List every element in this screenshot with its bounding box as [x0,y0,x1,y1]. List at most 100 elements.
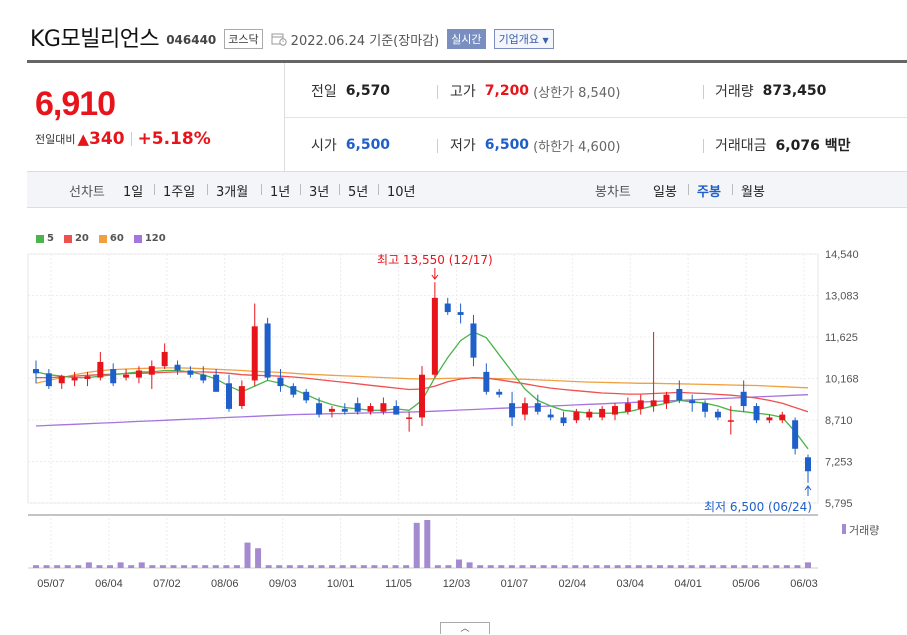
y-tick-label: 10,168 [825,374,859,386]
prev-close-value: 6,570 [345,83,391,99]
volume-bar [646,565,653,568]
volume-bar [265,565,272,568]
x-tick-label: 10/01 [327,578,355,590]
legend-swatch [36,234,44,243]
volume-bar [551,565,558,568]
candle-body [663,394,670,404]
candle-body [547,414,554,418]
change-percent: +5.18% [137,129,211,149]
candle-body [393,406,400,415]
divider [339,184,340,195]
max-price-annotation: 최고 13,550 (12/17) [377,253,493,267]
volume-bar [805,562,811,568]
collapse-toggle[interactable]: ︿ [440,622,490,634]
candle-body [238,386,245,407]
divider [207,184,208,195]
volume-bar [181,565,188,568]
candle-body [727,420,734,422]
candle-body [624,403,631,412]
x-tick-label: 06/04 [95,578,123,590]
legend-label: 120 [144,233,166,244]
period-1y[interactable]: 1년 [270,185,291,200]
x-tick-label: 03/04 [616,578,644,590]
y-tick-label: 5,795 [825,498,853,510]
divider [130,132,132,146]
candle-body [277,377,284,387]
candle-body [406,417,413,419]
candle-body [316,403,323,415]
volume-bar [466,562,473,568]
candle-body [341,408,348,412]
reference-date: 2022.06.24 기준(장마감) [290,33,440,49]
open-label: 시가 [311,138,337,154]
volume-bar [350,565,357,568]
volume-bar [762,565,769,568]
period-3y[interactable]: 3년 [309,185,330,200]
up-arrow-icon: ▲ [77,130,90,148]
volume-bar [223,565,230,568]
current-price-panel: 6,910 전일대비 ▲ 340 +5.18% [27,63,285,171]
volume-bar [604,565,611,568]
x-tick-label: 05/07 [37,578,65,590]
candle-body [714,411,721,418]
period-10y[interactable]: 10년 [387,185,416,200]
volume-bar [138,562,145,568]
volume-bar [307,565,314,568]
volume-bar [456,559,463,568]
volume-bar [202,565,209,568]
volume-bar [392,565,399,568]
market-badge: 코스닥 [224,28,263,49]
volume-bar [773,565,780,568]
line-chart-label: 선차트 [69,185,105,200]
volume-bar [699,565,706,568]
candle-weekly[interactable]: 주봉 [697,185,721,200]
calendar-icon [271,33,287,46]
candle-body [45,373,52,387]
candle-monthly[interactable]: 월봉 [741,185,765,200]
open-price: 시가 6,500 [311,135,390,155]
volume-label: 거래량 [849,524,879,537]
divider [154,184,155,195]
candle-body [650,400,657,407]
volume-bar [667,565,674,568]
volume-bar [561,565,568,568]
price-chart[interactable]: 14,540 13,083 11,625 10,168 8,710 7,253 5,795 0… [0,225,907,620]
candle-body [766,417,773,421]
volume-bar [75,565,82,568]
volume-bar [530,565,537,568]
x-tick-label: 02/04 [559,578,587,590]
period-3m[interactable]: 3개월 [216,185,249,200]
candle-body [612,406,618,415]
volume-bar [159,565,166,568]
period-5y[interactable]: 5년 [348,185,369,200]
candle-body [148,366,155,375]
candle-body [521,403,528,415]
volume-bar [625,565,632,568]
volume-bar [255,548,262,568]
trade-amount: 거래대금 6,076 백만 [715,135,850,155]
volume-bar [128,565,135,568]
period-selector: 선차트 1일 1주일 3개월 1년 3년 5년 10년 봉차트 일봉 주봉 월봉 [27,172,907,208]
price-change: 전일대비 ▲ 340 +5.18% [35,129,211,149]
volume-bar [96,565,103,568]
legend-swatch [98,234,107,243]
volume-bar [286,565,293,568]
candle-body [123,374,130,378]
candle-body [586,411,593,418]
candle-body [753,406,760,421]
candle-body [792,420,799,449]
candle-body [200,374,207,381]
period-1w[interactable]: 1주일 [163,185,196,200]
candle-body [740,391,747,407]
candle-body [509,403,516,418]
volume-bar [117,562,124,568]
current-price: 6,910 [35,85,116,123]
upper-limit: (상한가 8,540) [533,85,621,101]
candle-daily[interactable]: 일봉 [653,185,677,200]
volume-bar [688,565,695,568]
period-1d[interactable]: 1일 [123,185,144,200]
realtime-button[interactable]: 실시간 [447,28,486,49]
volume-bar [212,565,219,568]
chart-legend: 5 20 60 120 [36,233,176,244]
company-overview-dropdown[interactable]: 기업개요 ▼ [493,28,554,49]
